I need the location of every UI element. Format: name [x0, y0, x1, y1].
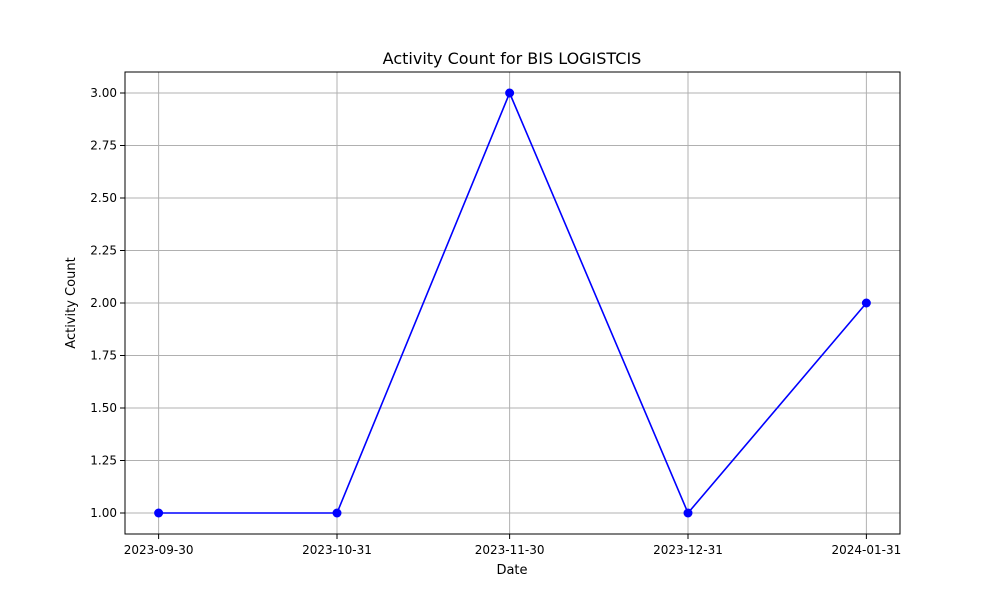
x-tick-label: 2024-01-31	[832, 543, 902, 557]
x-tick-label: 2023-09-30	[124, 543, 194, 557]
x-tick-label: 2023-12-31	[653, 543, 723, 557]
y-tick-label: 2.25	[90, 244, 117, 258]
y-tick-label: 2.75	[90, 139, 117, 153]
y-axis-label: Activity Count	[64, 257, 79, 348]
chart-title: Activity Count for BIS LOGISTCIS	[383, 49, 642, 68]
x-tick-label: 2023-11-30	[475, 543, 545, 557]
y-tick-label: 1.00	[90, 506, 117, 520]
x-tick-label: 2023-10-31	[302, 543, 372, 557]
x-axis-label: Date	[496, 563, 527, 578]
y-tick-label: 1.25	[90, 454, 117, 468]
data-point	[505, 88, 515, 98]
y-tick-label: 2.00	[90, 296, 117, 310]
y-tick-label: 1.50	[90, 401, 117, 415]
grid	[125, 72, 900, 534]
data-point	[683, 508, 693, 518]
y-tick-label: 2.50	[90, 191, 117, 205]
data-point	[861, 298, 871, 308]
series	[154, 88, 871, 518]
axis-ticks: 2023-09-30 2023-10-31 2023-11-30 2023-12-31…	[90, 86, 901, 557]
y-tick-label: 1.75	[90, 349, 117, 363]
y-tick-label: 3.00	[90, 86, 117, 100]
data-point	[332, 508, 342, 518]
data-point	[154, 508, 164, 518]
